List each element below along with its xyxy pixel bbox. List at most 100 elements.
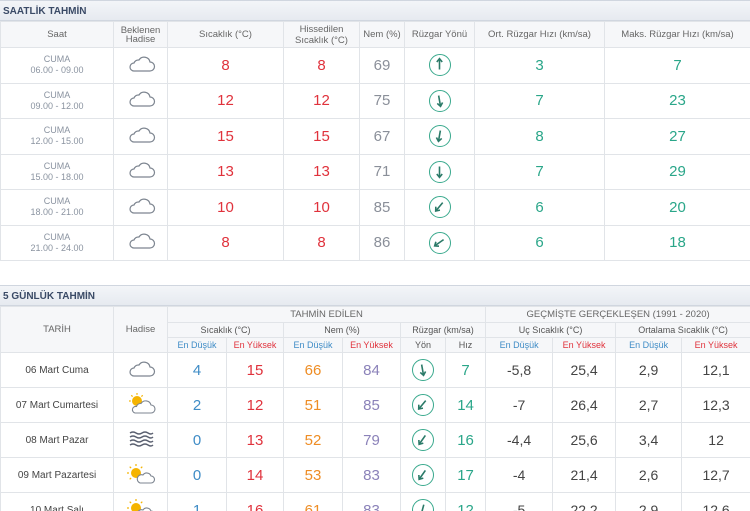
event-cell (113, 118, 168, 155)
table-row: 08 Mart Pazar 0 13 52 79 16 -4,4 25,6 3,4 12 (0, 422, 750, 458)
cloud-icon (126, 160, 156, 183)
wind-max-cell: 27 (604, 118, 750, 155)
wind-dir-cell (404, 118, 475, 155)
hum-low-cell: 66 (283, 352, 343, 388)
wind-max-cell: 7 (604, 47, 750, 84)
col-daily-event: Hadise (113, 306, 168, 353)
wind-direction-icon (412, 394, 434, 416)
hum-high-cell: 83 (342, 457, 401, 493)
wind-dir-cell (400, 352, 446, 388)
avg-high-cell: 12,1 (681, 352, 750, 388)
avg-low-cell: 2,6 (615, 457, 683, 493)
temp-cell: 8 (167, 224, 284, 261)
event-cell (113, 82, 168, 119)
wind-direction-icon (412, 359, 434, 381)
col-hum-low: En Düşük (283, 337, 343, 353)
event-cell (113, 457, 168, 493)
wind-dir-cell (400, 492, 446, 511)
humidity-cell: 71 (359, 153, 405, 190)
table-row: 07 Mart Cumartesi 2 12 51 85 14 -7 26,4 2,7 12,3 (0, 387, 750, 423)
cloud-icon (126, 231, 156, 254)
wind-direction-icon (412, 499, 434, 511)
wind-speed-cell: 12 (444, 492, 487, 511)
time-range: 18.00 - 21.00 (30, 207, 84, 218)
temp-cell: 15 (167, 118, 284, 155)
col-hum-high: En Yüksek (342, 337, 401, 353)
humidity-cell: 69 (359, 47, 405, 84)
wind-direction-icon (428, 160, 451, 183)
event-cell (113, 224, 168, 261)
table-row: CUMA 06.00 - 09.00 8 8 69 3 7 (0, 47, 750, 84)
hum-high-cell: 85 (342, 387, 401, 423)
cloud-icon (126, 125, 156, 148)
cloud-icon (126, 196, 156, 219)
temp-cell: 10 (167, 189, 284, 226)
wind-avg-cell: 7 (474, 82, 605, 119)
temp-cell: 8 (167, 47, 284, 84)
col-wind-avg: Ort. Rüzgar Hızı (km/sa) (474, 21, 605, 48)
ext-low-cell: -4 (485, 457, 554, 493)
avg-low-cell: 2,7 (615, 387, 683, 423)
cloud-icon (126, 359, 156, 382)
col-temp: Sıcaklık (°C) (167, 21, 284, 48)
ext-high-cell: 22,2 (552, 492, 617, 511)
wind-avg-cell: 6 (474, 224, 605, 261)
col-ext-low: En Düşük (485, 337, 554, 353)
col-daily-wind: Rüzgar (km/sa) (399, 322, 487, 338)
feels-cell: 12 (283, 82, 360, 119)
wind-max-cell: 29 (604, 153, 750, 190)
wind-dir-cell (404, 224, 475, 261)
ext-high-cell: 21,4 (552, 457, 617, 493)
temp-cell: 12 (167, 82, 284, 119)
event-cell (113, 492, 168, 511)
avg-low-cell: 2,9 (615, 492, 683, 511)
avg-high-cell: 12,7 (681, 457, 750, 493)
date-cell: 06 Mart Cuma (0, 352, 114, 388)
wind-max-cell: 18 (604, 224, 750, 261)
time-cell: CUMA 18.00 - 21.00 (0, 189, 114, 226)
time-day: CUMA (43, 231, 71, 242)
col-wind-speed-sub: Hız (444, 337, 487, 353)
avg-high-cell: 12,3 (681, 387, 750, 423)
wind-speed-cell: 14 (444, 387, 487, 423)
wind-direction-icon (428, 231, 451, 254)
wind-max-cell: 20 (604, 189, 750, 226)
wind-direction-icon (428, 196, 451, 219)
time-range: 21.00 - 24.00 (30, 242, 84, 253)
hum-low-cell: 52 (283, 422, 343, 458)
time-day: CUMA (43, 160, 71, 171)
col-date: TARİH (0, 306, 114, 353)
wind-avg-cell: 8 (474, 118, 605, 155)
event-cell (113, 189, 168, 226)
hourly-forecast-table: Saat Beklenen Hadise Sıcaklık (°C) Hisse… (0, 21, 750, 261)
ext-low-cell: -4,4 (485, 422, 554, 458)
time-range: 12.00 - 15.00 (30, 136, 84, 147)
time-day: CUMA (43, 196, 71, 207)
temp-low-cell: 0 (167, 422, 227, 458)
time-cell: CUMA 21.00 - 24.00 (0, 224, 114, 261)
time-day: CUMA (43, 54, 71, 65)
temp-high-cell: 13 (226, 422, 284, 458)
hum-high-cell: 83 (342, 492, 401, 511)
col-forecast-group: TAHMİN EDİLEN (166, 306, 487, 323)
daily-forecast-table: TARİH Hadise TAHMİN EDİLEN GEÇMİŞTE GERÇ… (0, 306, 750, 511)
temp-low-cell: 0 (167, 457, 227, 493)
wind-dir-cell (400, 457, 446, 493)
humidity-cell: 86 (359, 224, 405, 261)
feels-cell: 8 (283, 47, 360, 84)
col-avg-low: En Düşük (615, 337, 683, 353)
table-row: CUMA 18.00 - 21.00 10 10 85 6 20 (0, 189, 750, 226)
table-row: CUMA 09.00 - 12.00 12 12 75 7 23 (0, 82, 750, 119)
time-cell: CUMA 15.00 - 18.00 (0, 153, 114, 190)
time-day: CUMA (43, 125, 71, 136)
hum-low-cell: 53 (283, 457, 343, 493)
hum-high-cell: 84 (342, 352, 401, 388)
cloud-icon (126, 54, 156, 77)
partly-sunny-icon (126, 463, 156, 488)
date-cell: 07 Mart Cumartesi (0, 387, 114, 423)
humidity-cell: 67 (359, 118, 405, 155)
event-cell (113, 422, 168, 458)
table-row: 10 Mart Salı 1 16 61 83 12 -5 22,2 2,9 12,6 (0, 492, 750, 511)
col-wind-dir: Rüzgar Yönü (404, 21, 475, 48)
table-row: CUMA 15.00 - 18.00 13 13 71 7 29 (0, 153, 750, 190)
